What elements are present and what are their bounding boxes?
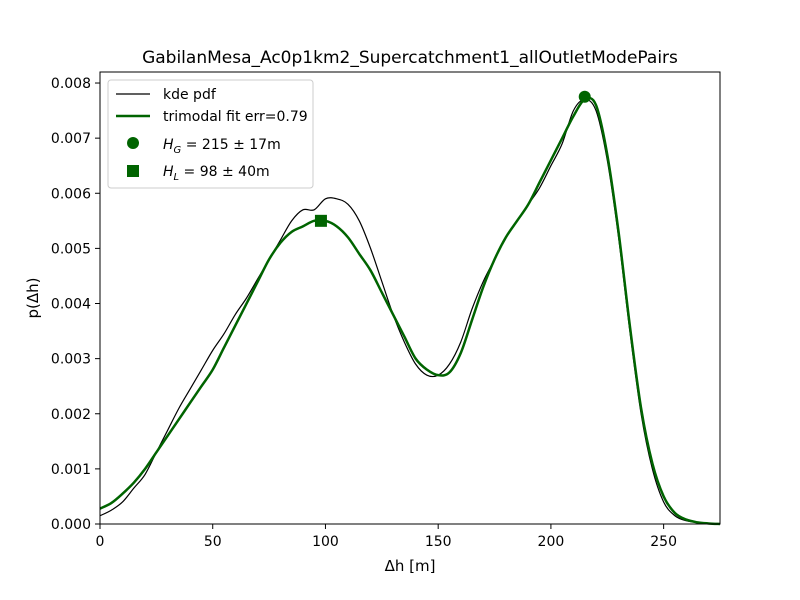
legend-hl-marker <box>127 165 139 177</box>
marker-hg-point <box>578 90 591 103</box>
x-tick-label: 50 <box>204 534 222 550</box>
legend-hg-marker <box>127 137 139 149</box>
x-axis: 0 50 100 150 200 250 <box>96 524 677 550</box>
legend-hl-label: HL = 98 ± 40m <box>163 164 270 183</box>
legend-box <box>107 79 314 189</box>
y-tick-label: 0.003 <box>51 352 91 368</box>
marker-hl-point <box>314 214 327 227</box>
y-axis: 0.000 0.001 0.002 0.003 0.004 0.005 0.006 0.007… <box>51 76 100 533</box>
y-tick-label: 0.001 <box>51 462 91 478</box>
y-tick-label: 0.005 <box>51 241 91 257</box>
chart-title: GabilanMesa_Ac0p1km2_Supercatchment1_all… <box>142 48 678 68</box>
x-tick-label: 150 <box>425 534 452 550</box>
legend-hg-label: HG = 215 ± 17m <box>163 137 281 156</box>
y-tick-label: 0.006 <box>51 186 91 202</box>
x-tick-label: 250 <box>650 534 677 550</box>
x-tick-label: 200 <box>538 534 565 550</box>
legend: kde pdf trimodal fit err=0.79 HG = 215 ±… <box>107 79 314 189</box>
series-line-trimodal-fit <box>99 96 721 526</box>
plot-frame <box>99 71 721 525</box>
legend-kde-label: kde pdf <box>163 87 217 103</box>
x-axis-label: Δh [m] <box>385 557 436 575</box>
y-tick-label: 0.007 <box>51 131 91 147</box>
y-tick-label: 0.000 <box>51 517 91 533</box>
series-layer <box>99 96 721 526</box>
marker-layer <box>314 90 591 227</box>
y-axis-label: p(Δh) <box>24 278 42 319</box>
y-tick-label: 0.002 <box>51 407 91 423</box>
y-tick-label: 0.008 <box>51 76 91 92</box>
y-tick-label: 0.004 <box>51 297 91 313</box>
x-tick-label: 0 <box>96 534 105 550</box>
x-tick-label: 100 <box>312 534 339 550</box>
legend-fit-label: trimodal fit err=0.79 <box>163 109 308 125</box>
